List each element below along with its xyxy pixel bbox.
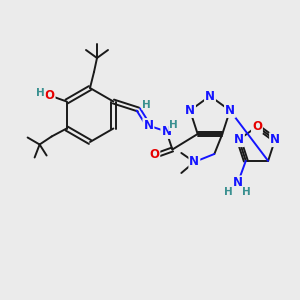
Text: H: H bbox=[142, 100, 151, 110]
Text: N: N bbox=[233, 176, 243, 189]
Text: H: H bbox=[169, 121, 178, 130]
Text: O: O bbox=[149, 148, 159, 161]
Text: N: N bbox=[143, 119, 153, 132]
Text: O: O bbox=[45, 89, 55, 102]
Text: N: N bbox=[189, 155, 199, 169]
Text: O: O bbox=[252, 120, 262, 133]
Text: H: H bbox=[224, 187, 233, 197]
Text: N: N bbox=[161, 125, 171, 138]
Text: N: N bbox=[270, 133, 280, 146]
Text: H: H bbox=[242, 187, 251, 197]
Text: N: N bbox=[205, 89, 215, 103]
Text: N: N bbox=[234, 133, 244, 146]
Text: N: N bbox=[225, 104, 235, 117]
Text: N: N bbox=[185, 104, 195, 117]
Text: H: H bbox=[36, 88, 45, 98]
